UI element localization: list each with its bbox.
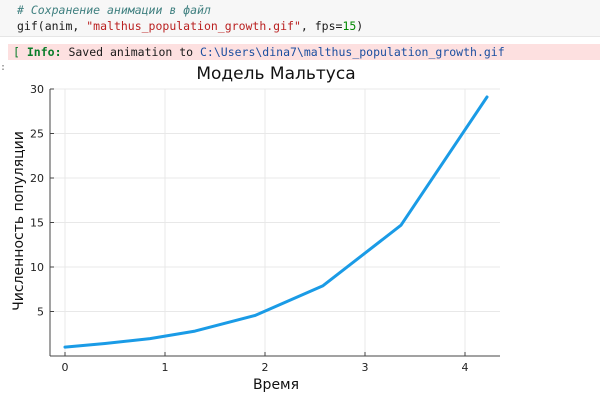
code-cell[interactable]: # Сохранение анимации в файл gif(anim, "… — [0, 0, 600, 37]
y-tick-label: 15 — [30, 217, 44, 230]
code-close-paren: ) — [356, 19, 364, 33]
output-prompt: : — [0, 62, 7, 73]
y-axis-label: Численность популяции — [11, 131, 27, 311]
y-tick-label: 5 — [37, 306, 44, 319]
code-function: gif — [17, 19, 38, 33]
info-output: [ Info: Saved animation to C:\Users\dina… — [8, 44, 600, 60]
y-tick-label: 25 — [30, 128, 44, 141]
info-bracket: [ — [13, 45, 20, 59]
population-chart: Модель Мальтуса 0 1 2 3 4 5 10 15 20 25 30 Время Ч… — [11, 64, 500, 393]
code-statement: gif(anim, "malthus_population_growth.gif… — [17, 19, 363, 33]
chart-ticks: 0 1 2 3 4 5 10 15 20 25 30 — [30, 83, 469, 374]
code-args: (anim, — [37, 19, 87, 33]
code-fps-keyword: , fps= — [300, 19, 343, 33]
x-tick-label: 3 — [362, 361, 369, 374]
y-tick-label: 30 — [30, 83, 44, 96]
info-label: Info: — [26, 45, 62, 59]
info-message: Saved animation to — [68, 45, 194, 59]
x-tick-label: 4 — [462, 361, 469, 374]
code-fps-value: 15 — [342, 19, 357, 33]
y-tick-label: 10 — [30, 261, 44, 274]
x-tick-label: 0 — [62, 361, 69, 374]
y-tick-label: 20 — [30, 172, 44, 185]
x-axis-label: Время — [253, 377, 299, 393]
info-path: C:\Users\dina7\malthus_population_growth… — [200, 45, 505, 59]
chart-title: Модель Мальтуса — [196, 64, 355, 84]
population-series-line — [63, 95, 489, 349]
code-comment: # Сохранение анимации в файл — [17, 3, 211, 17]
x-tick-label: 2 — [262, 361, 269, 374]
chart-series — [63, 95, 489, 349]
chart-grid — [50, 88, 500, 356]
x-tick-label: 1 — [162, 361, 169, 374]
code-filename-string: "malthus_population_growth.gif" — [86, 19, 301, 33]
